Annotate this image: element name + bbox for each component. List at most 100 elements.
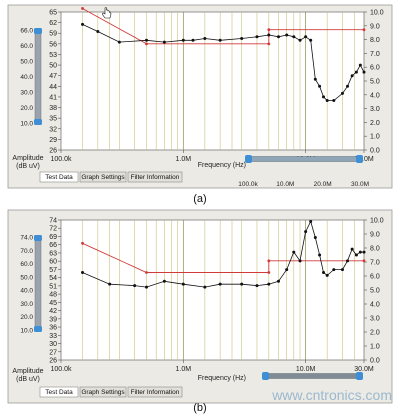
x-tick-label: 1.0M (176, 366, 192, 373)
y-tick-label: 54 (49, 275, 57, 282)
y-tick-label: 41 (49, 94, 57, 101)
tab-graph-settings[interactable] (79, 171, 127, 183)
measured-point (285, 33, 289, 37)
y2-tick-label: 0.0 (370, 148, 380, 155)
measured-point (292, 250, 296, 254)
frequency-zoom-right-handle[interactable] (356, 372, 363, 380)
amplitude-slider-label: 10.0 (20, 328, 33, 335)
measured-point (340, 268, 344, 272)
limit-point (362, 28, 366, 32)
measured-point (354, 253, 358, 257)
y2-tick-label: 10.0 (370, 218, 384, 225)
measured-point (318, 253, 322, 257)
x-axis-title: Frequency (Hz) (198, 375, 246, 382)
y2-tick-label: 1.0 (370, 134, 380, 141)
frequency-zoom-track[interactable] (247, 156, 361, 162)
measured-point (181, 282, 185, 286)
amplitude-slider-track[interactable] (34, 236, 42, 331)
y-tick-label: 51 (49, 283, 57, 290)
limit-point (145, 42, 148, 46)
x-tick-label: 1.0M (176, 156, 192, 163)
amplitude-slider-upper-handle[interactable] (34, 28, 42, 34)
amplitude-slider-label: 60.0 (20, 43, 33, 50)
y-tick-label: 62 (49, 20, 57, 27)
measured-point (218, 282, 222, 286)
amplitude-slider-label: 60.0 (20, 261, 33, 268)
y-tick-label: 57 (49, 267, 57, 274)
amplitude-slider-label: 50.0 (20, 59, 33, 66)
amplitude-slider-track[interactable] (34, 29, 42, 124)
plot-area[interactable] (60, 219, 365, 361)
measured-point (304, 35, 308, 39)
measured-point (340, 91, 344, 95)
x-tick-label: 30.0M (354, 366, 374, 373)
y2-tick-label: 7.0 (370, 51, 380, 58)
y-tick-label: 35 (49, 116, 57, 123)
measured-trace (82, 220, 364, 288)
x-tick-label: 100.0k (50, 366, 72, 373)
y2-tick-label: 2.0 (370, 330, 380, 337)
measured-point (292, 35, 296, 39)
frequency-zoom-left-handle[interactable] (245, 155, 252, 163)
measured-point (277, 35, 281, 39)
limit-point (267, 271, 271, 274)
tab-filter-information[interactable] (127, 171, 183, 183)
tab-graph-settings[interactable] (79, 386, 127, 398)
y-tick-label: 65 (49, 10, 57, 17)
y-tick-label: 32 (49, 126, 57, 133)
measured-point (304, 230, 308, 234)
measured-point (362, 70, 366, 74)
tab-test-data[interactable] (39, 386, 79, 398)
tab-test-data[interactable] (39, 171, 79, 183)
watermark: www.cntronics.com (271, 387, 392, 403)
zoom-tick-label: 100.0k (238, 181, 258, 188)
y-tick-label: 45 (49, 300, 57, 307)
x-tick-label: 100.0k (50, 156, 72, 163)
y-tick-label: 36 (49, 325, 57, 332)
y-tick-label: 56 (49, 41, 57, 48)
y-axis-unit: (dB uV) (16, 376, 40, 383)
zoom-tick-label: 10.0M (276, 181, 294, 188)
zoom-tick-label: 30.0M (351, 181, 369, 188)
measured-point (346, 259, 350, 263)
amplitude-slider-label: 66.0 (20, 28, 33, 35)
limit-point (267, 259, 271, 263)
measured-point (325, 273, 329, 277)
measured-point (255, 35, 259, 39)
measured-point (240, 37, 244, 41)
y-axis-title: Amplitude (12, 155, 43, 162)
measured-point (358, 63, 362, 67)
panel-caption: (b) (193, 402, 206, 414)
measured-point (285, 268, 289, 272)
amplitude-slider-upper-handle[interactable] (34, 235, 42, 241)
measured-point (350, 247, 354, 251)
measured-point (332, 268, 336, 272)
y-tick-label: 60 (49, 259, 57, 266)
tab-label: Filter Information (131, 174, 180, 181)
panel-caption: (a) (193, 193, 206, 205)
y2-tick-label: 4.0 (370, 92, 380, 99)
y2-tick-label: 2.0 (370, 120, 380, 127)
amplitude-slider-lower-handle[interactable] (34, 119, 42, 125)
vertical-gridlines (82, 12, 355, 150)
frequency-zoom-right-handle[interactable] (356, 155, 363, 163)
amplitude-slider-label: 40.0 (20, 288, 33, 295)
y2-tick-label: 3.0 (370, 106, 380, 113)
limit-point (362, 259, 366, 263)
measured-point (309, 38, 313, 42)
measured-point (313, 77, 317, 81)
measured-point (318, 84, 322, 88)
plot-area[interactable] (60, 11, 365, 151)
y-tick-label: 44 (49, 84, 57, 91)
frequency-zoom-left-handle[interactable] (262, 372, 269, 380)
y-tick-label: 30 (49, 341, 57, 348)
measured-point (191, 38, 195, 42)
x-axis-title: Frequency (Hz) (198, 162, 246, 169)
y-tick-label: 29 (49, 137, 57, 144)
amplitude-slider-lower-handle[interactable] (34, 326, 42, 332)
emi-panel-a: 65 62 59 56 53 50 47 44 41 38 35 32 29 26 10.0 9.0 8.0 7.… (7, 4, 393, 189)
tab-filter-information[interactable] (127, 386, 183, 398)
frequency-zoom-track[interactable] (264, 373, 361, 379)
measured-point (203, 285, 207, 289)
measured-point (332, 98, 336, 102)
